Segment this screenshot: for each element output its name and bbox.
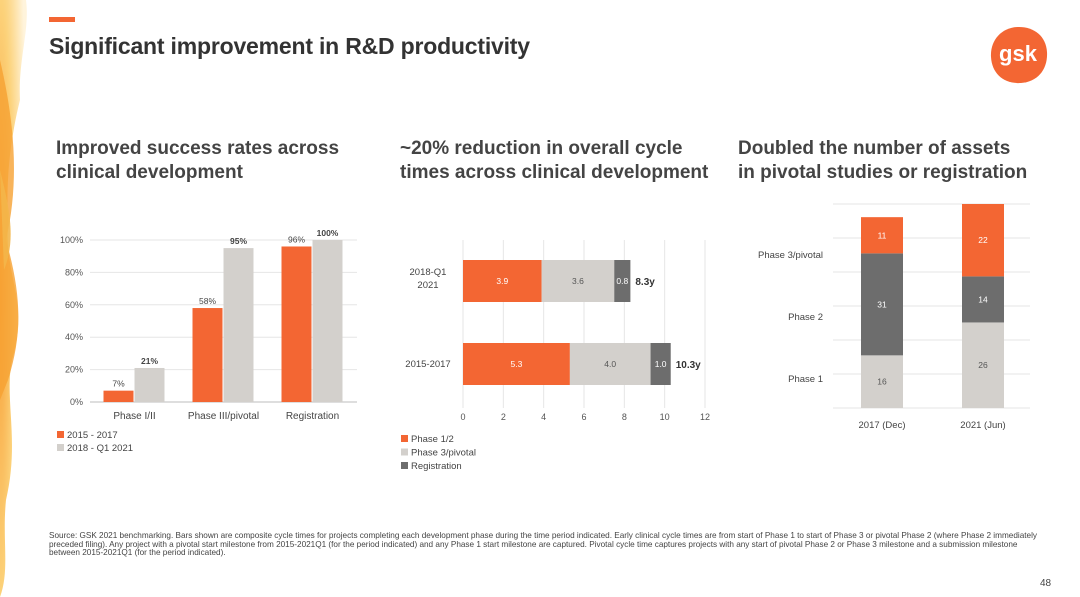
x-tick-label: 12 bbox=[700, 412, 710, 422]
gsk-logo: gsk bbox=[988, 24, 1050, 86]
y-tick-label: 80% bbox=[65, 267, 83, 277]
y-tick-label: 20% bbox=[65, 365, 83, 375]
legend-label: Registration bbox=[411, 461, 462, 472]
y-tick-label: 100% bbox=[60, 235, 83, 245]
legend-label: 2018 - Q1 2021 bbox=[67, 443, 133, 454]
bar-segment bbox=[861, 355, 903, 408]
segment-data-label: 3.9 bbox=[496, 276, 508, 286]
bar-segment bbox=[541, 260, 615, 302]
bar bbox=[223, 248, 254, 402]
bar-segment bbox=[463, 260, 542, 302]
x-category-label: 2021 (Jun) bbox=[960, 420, 1005, 431]
x-tick-label: 2 bbox=[501, 412, 506, 422]
bar-segment bbox=[962, 322, 1004, 408]
legend-label: Phase 1/2 bbox=[411, 434, 454, 445]
legend-label: 2015 - 2017 bbox=[67, 430, 118, 441]
bar-data-label: 100% bbox=[317, 228, 339, 238]
logo-text: gsk bbox=[999, 41, 1038, 66]
total-label: 10.3y bbox=[676, 360, 701, 371]
y-tick-label: 60% bbox=[65, 300, 83, 310]
bar-segment bbox=[569, 343, 651, 385]
total-label: 8.3y bbox=[635, 277, 655, 288]
bar-data-label: 58% bbox=[199, 296, 216, 306]
legend-swatch bbox=[57, 431, 64, 438]
legend-swatch bbox=[401, 462, 408, 469]
y-tick-label: 40% bbox=[65, 332, 83, 342]
bar-data-label: 96% bbox=[288, 234, 305, 244]
y-category-label: 2021 bbox=[417, 280, 438, 291]
x-tick-label: 10 bbox=[660, 412, 670, 422]
segment-data-label: 0.8 bbox=[616, 276, 628, 286]
title-accent-bar bbox=[49, 17, 75, 22]
segment-data-label: 26 bbox=[978, 360, 988, 370]
bar-data-label: 95% bbox=[230, 236, 247, 246]
heading-line: in pivotal studies or registration bbox=[738, 162, 1028, 183]
heading-line: times across clinical development bbox=[400, 162, 709, 183]
heading-success-rates: Improved success rates across clinical d… bbox=[56, 137, 339, 185]
decorative-orange-swirl bbox=[0, 0, 40, 597]
bar bbox=[281, 246, 312, 402]
bar bbox=[134, 367, 165, 402]
row-label: Phase 1 bbox=[788, 374, 823, 385]
segment-data-label: 31 bbox=[877, 299, 887, 309]
bar-segment bbox=[962, 204, 1004, 277]
bar-segment bbox=[650, 343, 671, 385]
bar-data-label: 21% bbox=[141, 356, 158, 366]
x-tick-label: 8 bbox=[622, 412, 627, 422]
segment-data-label: 14 bbox=[978, 294, 988, 304]
bar bbox=[312, 240, 343, 402]
bar bbox=[192, 308, 223, 402]
segment-data-label: 3.6 bbox=[572, 276, 584, 286]
x-category-label: 2017 (Dec) bbox=[859, 420, 906, 431]
bar-segment bbox=[614, 260, 631, 302]
row-label: Phase 3/pivotal bbox=[758, 250, 823, 261]
y-category-label: 2018-Q1 bbox=[410, 267, 447, 278]
heading-cycle-times: ~20% reduction in overall cycle times ac… bbox=[400, 137, 708, 185]
legend-swatch bbox=[57, 444, 64, 451]
bar-data-label: 7% bbox=[112, 379, 125, 389]
legend-swatch bbox=[401, 435, 408, 442]
row-label: Phase 2 bbox=[788, 312, 823, 323]
y-tick-label: 0% bbox=[70, 397, 83, 407]
legend-label: Phase 3/pivotal bbox=[411, 448, 476, 459]
page-number: 48 bbox=[1040, 578, 1052, 589]
x-category-label: Phase I/II bbox=[113, 411, 155, 422]
bar-segment bbox=[861, 253, 903, 356]
segment-data-label: 11 bbox=[878, 230, 887, 240]
slide-title: Significant improvement in R&D productiv… bbox=[49, 33, 530, 59]
segment-data-label: 22 bbox=[978, 235, 988, 245]
x-tick-label: 4 bbox=[541, 412, 546, 422]
heading-line: Doubled the number of assets bbox=[738, 138, 1011, 159]
x-category-label: Registration bbox=[286, 411, 339, 422]
segment-data-label: 16 bbox=[877, 377, 887, 387]
segment-data-label: 5.3 bbox=[511, 359, 523, 369]
segment-data-label: 1.0 bbox=[655, 359, 667, 369]
heading-line: ~20% reduction in overall cycle bbox=[400, 138, 683, 159]
legend-swatch bbox=[401, 448, 408, 456]
heading-assets: Doubled the number of assets in pivotal … bbox=[738, 137, 1027, 185]
bar-segment bbox=[463, 343, 570, 385]
y-category-label: 2015-2017 bbox=[405, 359, 450, 370]
bar bbox=[103, 390, 134, 402]
source-footnote: Source: GSK 2021 benchmarking. Bars show… bbox=[49, 531, 1037, 558]
x-tick-label: 0 bbox=[460, 412, 465, 422]
x-category-label: Phase III/pivotal bbox=[188, 411, 259, 422]
heading-line: clinical development bbox=[56, 162, 243, 183]
heading-line: Improved success rates across bbox=[56, 138, 340, 159]
bar-segment bbox=[962, 276, 1004, 323]
x-tick-label: 6 bbox=[581, 412, 586, 422]
bar-segment bbox=[861, 217, 903, 254]
segment-data-label: 4.0 bbox=[604, 359, 616, 369]
